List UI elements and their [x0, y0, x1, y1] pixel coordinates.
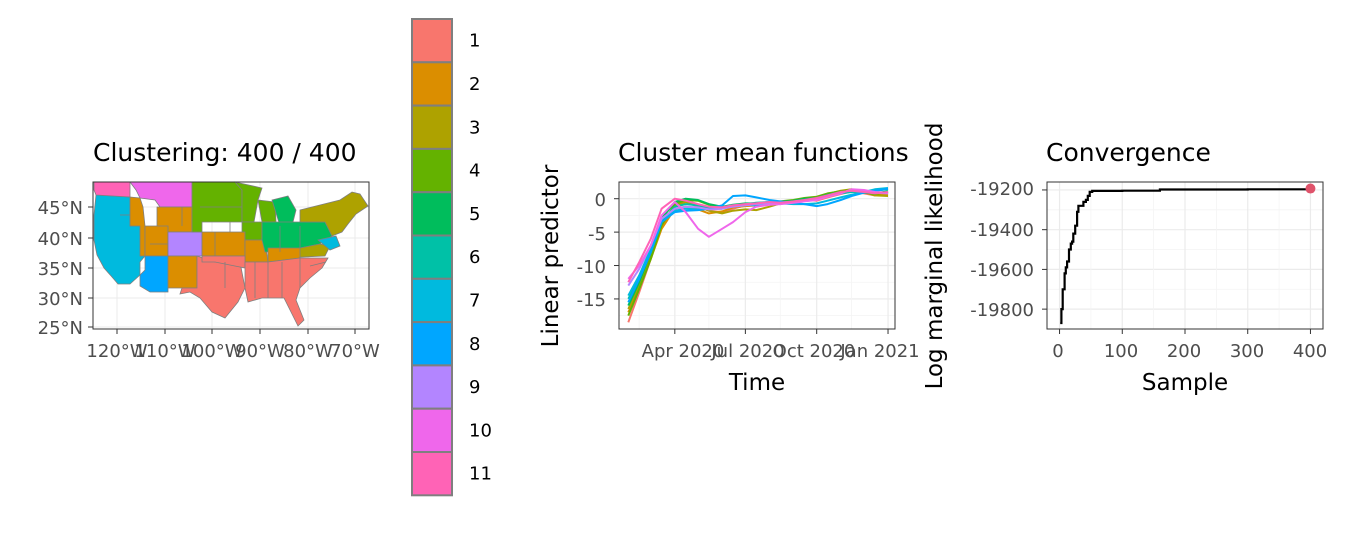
map-panel-border [92, 181, 370, 330]
region-virginia [317, 235, 341, 251]
region-washington [93, 181, 131, 198]
map-x-tick: 80°W [283, 341, 333, 362]
map-x-tick: 100°W [181, 341, 242, 362]
conv-x-tick: 100 [1104, 341, 1138, 362]
legend-label: 11 [469, 464, 492, 485]
mean-y-tick: 0 [595, 190, 606, 211]
legend-key-10 [411, 407, 453, 454]
map-y-tick: 25°N [38, 318, 83, 339]
conv-y-tick: -19600 [970, 260, 1034, 281]
region-northeast [299, 191, 369, 237]
map-y-tick: 45°N [38, 198, 83, 219]
region-iowa [241, 221, 263, 241]
convergence-title: Convergence [1046, 138, 1211, 167]
map-x-tick: 110°W [134, 341, 195, 362]
mean-line-cluster-8 [627, 187, 889, 303]
legend-key-8 [411, 321, 453, 367]
mean-y-tick: -5 [588, 224, 606, 245]
convergence-panel-border [1046, 181, 1324, 330]
convergence-trace [1060, 183, 1316, 325]
legend-key-4 [411, 147, 453, 194]
map-y-axis: 45°N 40°N 35°N 30°N 25°N [38, 198, 93, 339]
mean-y-tick: -10 [577, 257, 606, 278]
legend-key-7 [411, 277, 453, 324]
conv-x-tick: 0 [1052, 341, 1063, 362]
mean-functions-panel: Cluster mean functions 0 -5 -10 -15 Apr … [538, 138, 920, 396]
mean-series-lines [627, 187, 889, 323]
mean-y-axis-label: Linear predictor [538, 164, 564, 347]
region-kansas [201, 231, 246, 257]
legend-key-2 [411, 61, 453, 107]
convergence-y-axis: -19200 -19400 -19600 -19800 [970, 179, 1034, 321]
map-y-tick: 35°N [38, 259, 83, 280]
map-y-tick: 40°N [38, 229, 83, 250]
map-x-axis: 120°W 110°W 100°W 90°W 80°W 70°W [86, 329, 380, 362]
mean-x-axis: Apr 2020 Jul 2020 Oct 2020 Jan 2021 [642, 341, 920, 362]
region-southeast [244, 257, 329, 327]
convergence-line [1060, 188, 1311, 325]
convergence-panel: Convergence -19200 -19400 -19600 -19800 … [922, 123, 1327, 396]
map-panel: Clustering: 400 / 400 [38, 138, 380, 362]
conv-y-axis-label: Log marginal likelihood [922, 123, 948, 390]
region-new-mexico [167, 255, 198, 289]
mean-panel-border [618, 181, 896, 330]
legend-label: 5 [469, 204, 480, 225]
conv-y-tick: -19400 [970, 220, 1034, 241]
legend-label: 10 [469, 420, 492, 441]
convergence-gridlines [1042, 182, 1323, 334]
region-utah [144, 225, 169, 257]
conv-x-tick: 300 [1230, 341, 1264, 362]
map-y-tick: 30°N [38, 289, 83, 310]
mean-panel-title: Cluster mean functions [618, 138, 909, 167]
mean-line-cluster-7 [627, 187, 889, 297]
region-oklahoma [201, 255, 246, 269]
legend-label: 7 [469, 290, 480, 311]
map-x-tick: 120°W [86, 341, 147, 362]
conv-y-tick: -19800 [970, 300, 1034, 321]
legend-label: 1 [469, 31, 480, 52]
conv-x-axis-label: Sample [1142, 370, 1228, 396]
mean-x-tick: Apr 2020 [642, 341, 725, 362]
final-sample-point [1305, 183, 1316, 194]
legend-key-11 [411, 451, 453, 497]
legend-key-6 [411, 234, 453, 280]
legend-label: 8 [469, 334, 480, 355]
mean-x-axis-label: Time [728, 370, 785, 396]
legend-label: 2 [469, 74, 480, 95]
legend-label: 6 [469, 247, 480, 268]
cluster-legend: 1 2 3 4 5 6 7 8 9 10 11 [411, 18, 492, 497]
map-title: Clustering: 400 / 400 [93, 138, 357, 167]
legend-key-5 [411, 191, 453, 237]
region-colorado [167, 231, 203, 257]
legend-key-9 [411, 364, 453, 410]
legend-key-1 [411, 18, 453, 64]
map-x-tick: 70°W [330, 341, 380, 362]
mean-y-axis: 0 -5 -10 -15 [577, 190, 606, 311]
convergence-x-axis: 0 100 200 300 400 [1052, 341, 1327, 362]
conv-x-tick: 200 [1167, 341, 1201, 362]
mean-y-tick: -15 [577, 290, 606, 311]
mean-line-cluster-11 [627, 189, 889, 283]
mean-x-tick: Jul 2020 [710, 341, 784, 362]
legend-label: 9 [469, 377, 480, 398]
mean-x-tick: Jan 2021 [839, 341, 919, 362]
mean-x-tick: Oct 2020 [773, 341, 856, 362]
conv-x-tick: 400 [1293, 341, 1327, 362]
legend-label: 3 [469, 117, 480, 138]
us-states [93, 181, 369, 327]
map-x-tick: 90°W [235, 341, 285, 362]
conv-y-tick: -19200 [970, 179, 1034, 200]
legend-label: 4 [469, 161, 480, 182]
legend-key-3 [411, 104, 453, 150]
